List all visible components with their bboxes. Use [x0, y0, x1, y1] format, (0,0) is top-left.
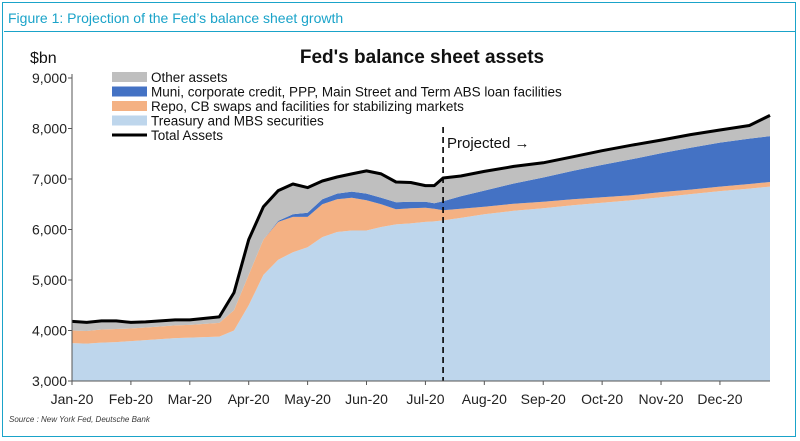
y-tick-label: 6,000: [32, 222, 67, 238]
y-axis-label: $bn: [30, 50, 57, 67]
area-repo-cb-swaps-and-facilities-f: [72, 182, 770, 344]
y-tick-label: 7,000: [32, 171, 67, 187]
x-tick-label: Aug-20: [462, 391, 507, 407]
x-tick-label: Oct-20: [581, 391, 623, 407]
y-tick-label: 4,000: [32, 323, 67, 339]
x-tick-label: May-20: [284, 391, 331, 407]
legend-swatch: [112, 72, 147, 82]
legend-label: Muni, corporate credit, PPP, Main Street…: [151, 85, 562, 100]
y-tick-label: 9,000: [32, 70, 67, 86]
y-tick-label: 3,000: [32, 373, 67, 389]
caption-divider: [4, 31, 796, 32]
x-tick-label: Dec-20: [697, 391, 742, 407]
stacked-areas: [71, 114, 771, 381]
legend-swatch: [112, 115, 147, 126]
axes: 3,000 4,000 5,000 6,000 7,000 8,000 9,000 Jan-2…: [32, 70, 770, 407]
y-tick-label: 8,000: [32, 121, 67, 137]
x-tick-label: Mar-20: [168, 391, 213, 407]
y-tick-label: 5,000: [32, 272, 67, 288]
x-tick-label: Jul-20: [406, 391, 444, 407]
x-tick-label: Sep-20: [521, 391, 566, 407]
x-tick-label: Apr-20: [228, 391, 270, 407]
total-assets-line: [71, 114, 771, 324]
figure-frame: [2, 2, 796, 437]
x-tick-label: Nov-20: [638, 391, 683, 407]
x-tick-label: Feb-20: [109, 391, 154, 407]
source-note: Source : New York Fed, Deutsche Bank: [9, 415, 150, 424]
chart-title: Fed's balance sheet assets: [300, 47, 544, 68]
legend-label: Treasury and MBS securities: [151, 114, 324, 129]
x-tick-label: Jun-20: [345, 391, 388, 407]
area-treasury-and-mbs-securities: [72, 186, 770, 381]
area-other-assets: [72, 115, 770, 332]
x-tick-label: Jan-20: [51, 391, 94, 407]
legend-swatch: [112, 86, 147, 97]
legend-label: Total Assets: [151, 128, 223, 143]
projected-annotation: Projected →: [447, 135, 530, 152]
area-muni-corporate-credit-ppp-main: [72, 136, 770, 331]
legend-label: Other assets: [151, 70, 228, 85]
figure-caption: Figure 1: Projection of the Fed’s balanc…: [8, 10, 344, 26]
legend-label: Repo, CB swaps and facilities for stabil…: [151, 99, 464, 114]
legend-swatch: [112, 101, 147, 111]
